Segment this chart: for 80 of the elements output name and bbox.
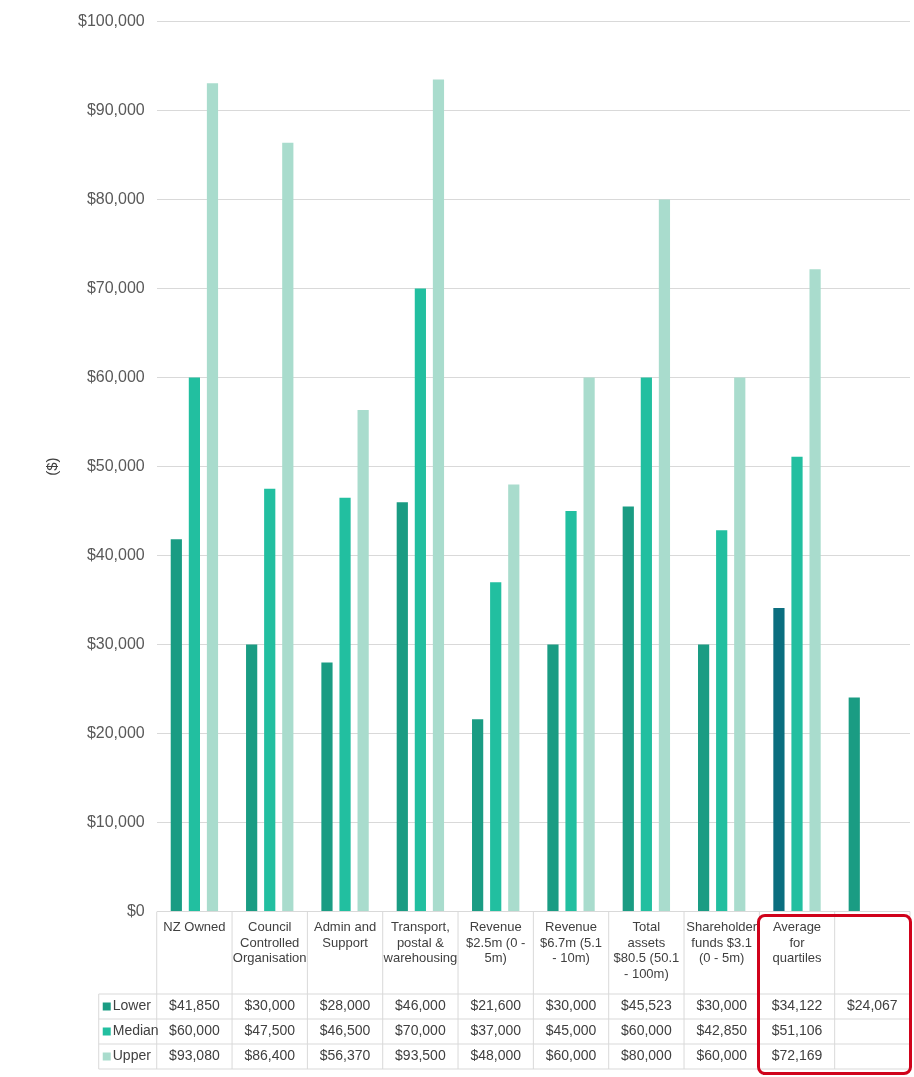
data-label: $41,850 <box>169 997 220 1014</box>
y-tick-label: $10,000 <box>86 813 145 831</box>
data-label: $30,000 <box>244 997 296 1014</box>
bar <box>206 83 219 912</box>
data-label: $45,523 <box>621 997 672 1014</box>
legend-label: Lower <box>112 997 152 1014</box>
data-label: $45,000 <box>545 1022 597 1039</box>
bar <box>472 719 484 912</box>
bar <box>321 662 333 912</box>
data-label: $30,000 <box>545 997 597 1014</box>
x-tick-label: Shareholder funds $3.1 (0 - 5m) <box>686 918 758 966</box>
y-tick-label: $40,000 <box>86 546 145 564</box>
data-label: $24,067 <box>847 997 898 1014</box>
bar <box>640 377 652 912</box>
bar <box>565 511 577 912</box>
bar <box>282 142 294 912</box>
x-tick-label: Average for quartiles <box>772 918 823 966</box>
data-label: $46,500 <box>319 1022 371 1039</box>
bar <box>773 607 785 912</box>
data-label: $86,400 <box>244 1047 296 1064</box>
bar <box>622 506 634 912</box>
bar <box>791 456 803 912</box>
bar <box>432 79 445 912</box>
y-tick-label: $30,000 <box>86 635 145 653</box>
y-tick-label: $70,000 <box>86 279 145 297</box>
data-label: $51,106 <box>771 1022 823 1039</box>
data-label: $60,000 <box>696 1047 748 1064</box>
y-tick-label: $60,000 <box>86 368 145 386</box>
bar <box>170 539 182 912</box>
data-label: $93,080 <box>169 1047 220 1064</box>
data-label: $28,000 <box>319 997 371 1014</box>
bar <box>698 644 710 912</box>
bar <box>246 644 258 912</box>
bar <box>716 530 728 912</box>
data-label: $30,000 <box>696 997 748 1014</box>
data-label: $21,600 <box>470 997 522 1014</box>
data-label: $60,000 <box>169 1022 220 1039</box>
x-tick-label: Total assets $80.5 (50.1 - 100m) <box>613 918 680 981</box>
y-tick-label: $20,000 <box>86 724 145 742</box>
bar <box>848 697 860 912</box>
x-tick-label: NZ Owned <box>163 918 226 934</box>
bar <box>658 199 671 912</box>
y-tick-label: $100,000 <box>78 12 145 30</box>
data-label: $70,000 <box>395 1022 446 1039</box>
bar <box>396 502 408 912</box>
y-axis-title: ($) <box>43 457 61 476</box>
y-tick-label: $0 <box>126 902 145 920</box>
x-tick-label: Revenue $6.7m (5.1 - 10m) <box>539 918 603 966</box>
x-tick-label: Council Controlled Organisation <box>232 918 307 966</box>
bar <box>734 377 746 912</box>
bar <box>809 269 821 912</box>
data-label: $80,000 <box>621 1047 672 1064</box>
data-label: $37,000 <box>470 1022 522 1039</box>
data-label: $46,000 <box>395 997 446 1014</box>
data-label: $47,500 <box>244 1022 296 1039</box>
x-tick-label: Admin and Support <box>313 918 377 950</box>
x-tick-label: Revenue $2.5m (0 - 5m) <box>466 918 526 966</box>
data-label: $93,500 <box>395 1047 446 1064</box>
data-label: $48,000 <box>470 1047 522 1064</box>
legend-label: Upper <box>112 1047 152 1064</box>
data-label: $34,122 <box>771 997 823 1014</box>
bar <box>264 488 276 912</box>
bar <box>357 409 369 912</box>
data-label: $56,370 <box>319 1047 371 1064</box>
bar <box>547 644 559 912</box>
data-label: $60,000 <box>545 1047 597 1064</box>
y-tick-label: $50,000 <box>86 457 145 475</box>
data-label: $42,850 <box>696 1022 748 1039</box>
bar <box>490 582 502 912</box>
bar <box>583 377 595 912</box>
x-tick-label: Transport, postal & warehousing <box>382 918 458 966</box>
data-label: $72,169 <box>771 1047 823 1064</box>
bar <box>508 484 520 912</box>
bar <box>339 497 351 912</box>
bar <box>188 377 200 912</box>
data-label: $60,000 <box>621 1022 672 1039</box>
y-tick-label: $80,000 <box>86 190 145 208</box>
y-tick-label: $90,000 <box>86 101 145 119</box>
legend-label: Median <box>112 1022 159 1039</box>
bar <box>414 288 426 912</box>
